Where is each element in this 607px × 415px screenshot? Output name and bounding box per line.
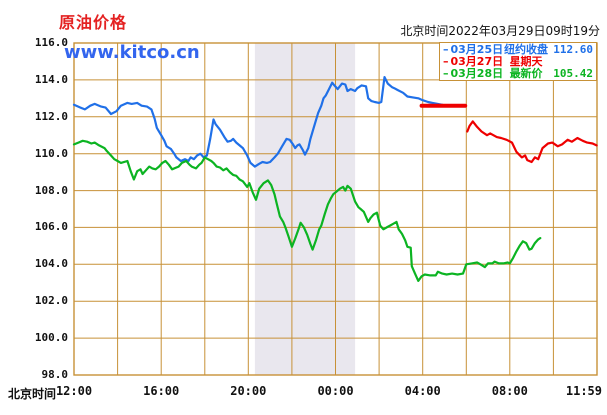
legend-dash-icon: –	[443, 55, 449, 68]
y-tick-label: 108.0	[34, 183, 68, 197]
legend-dash-icon: –	[443, 43, 449, 56]
legend-desc: 最新价	[509, 67, 543, 80]
legend-date: 03月27日	[450, 55, 504, 68]
y-tick-label: 102.0	[34, 294, 68, 308]
x-tick-label: 00:00	[317, 384, 354, 398]
x-tick-label: 12:00	[55, 384, 93, 398]
x-tick-label: 16:00	[143, 384, 180, 398]
y-tick-label: 114.0	[34, 72, 68, 86]
y-tick-label: 112.0	[34, 109, 68, 123]
x-tick-label: 04:00	[404, 384, 441, 398]
legend-value: 105.42	[553, 67, 593, 80]
legend-desc: 纽约收盘	[504, 43, 549, 56]
legend-box: –03月25日 纽约收盘 112.60–03月27日 星期天 –03月28日 最新价 105…	[439, 42, 597, 81]
legend-value: 112.60	[553, 43, 593, 56]
series-line-3	[72, 139, 542, 282]
y-tick-label: 106.0	[34, 220, 68, 234]
market-session-band	[254, 43, 356, 375]
x-axis-title: 北京时间	[8, 387, 57, 401]
y-tick-label: 110.0	[34, 146, 68, 160]
y-tick-label: 116.0	[34, 36, 68, 49]
page-title: 原油价格	[59, 13, 128, 32]
legend-date: 03月28日	[450, 67, 504, 80]
y-tick-label: 98.0	[41, 368, 69, 381]
legend-row: –03月27日 星期天	[443, 56, 593, 68]
legend-row: –03月25日 纽约收盘 112.60	[443, 44, 593, 56]
x-tick-label: 08:00	[491, 384, 528, 398]
legend-desc: 星期天	[509, 55, 543, 68]
legend-row: –03月28日 最新价 105.42	[443, 68, 593, 80]
legend-dash-icon: –	[443, 67, 449, 80]
legend-date: 03月25日	[450, 43, 504, 56]
series-line-0	[72, 75, 446, 168]
y-tick-label: 104.0	[34, 257, 68, 271]
x-tick-label: 11:59	[565, 384, 602, 398]
beijing-timestamp: 北京时间2022年03月29日09时19分	[400, 24, 600, 38]
plot-border	[73, 42, 598, 376]
kitco-watermark-link[interactable]: www.kitco.cn	[64, 42, 200, 63]
series-line-2	[466, 120, 598, 164]
x-tick-label: 20:00	[230, 384, 267, 398]
y-tick-label: 100.0	[34, 331, 68, 345]
